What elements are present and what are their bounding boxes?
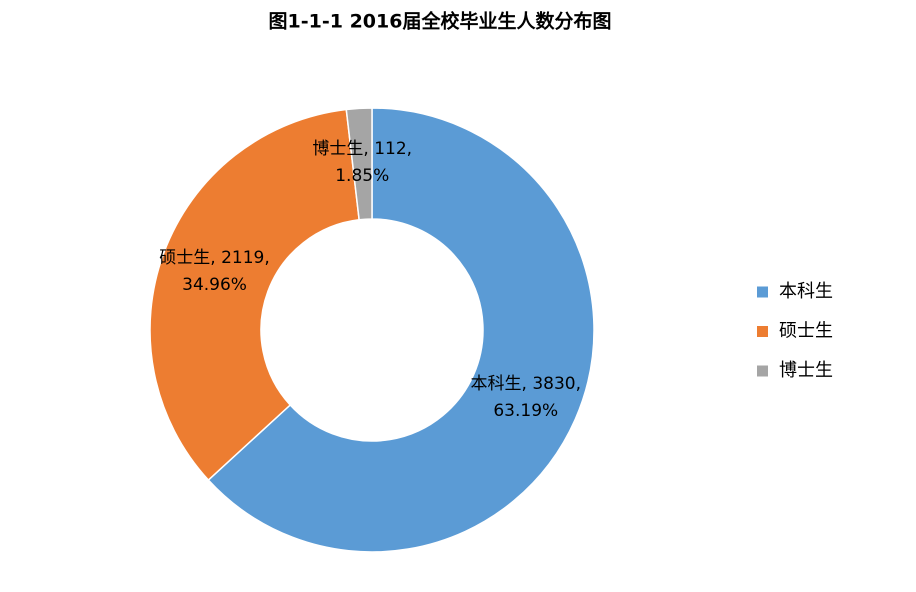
legend-swatch bbox=[757, 326, 768, 337]
data-label: 博士生, 112, bbox=[312, 139, 412, 159]
data-label: 本科生, 3830, bbox=[471, 374, 581, 394]
donut-segment bbox=[207, 107, 595, 553]
donut-segment bbox=[345, 107, 373, 221]
data-label: 1.85% bbox=[335, 166, 389, 186]
legend-label: 博士生 bbox=[779, 360, 833, 381]
data-label: 硕士生, 2119, bbox=[159, 248, 269, 268]
legend-label: 硕士生 bbox=[779, 321, 833, 342]
legend-swatch bbox=[757, 365, 768, 377]
data-label: 63.19% bbox=[493, 401, 558, 421]
legend-label: 本科生 bbox=[779, 281, 833, 302]
donut-segment bbox=[149, 108, 360, 482]
legend-swatch bbox=[757, 286, 768, 298]
data-label: 34.96% bbox=[182, 275, 247, 295]
chart-title: 图1-1-1 2016届全校毕业生人数分布图 bbox=[269, 10, 612, 33]
